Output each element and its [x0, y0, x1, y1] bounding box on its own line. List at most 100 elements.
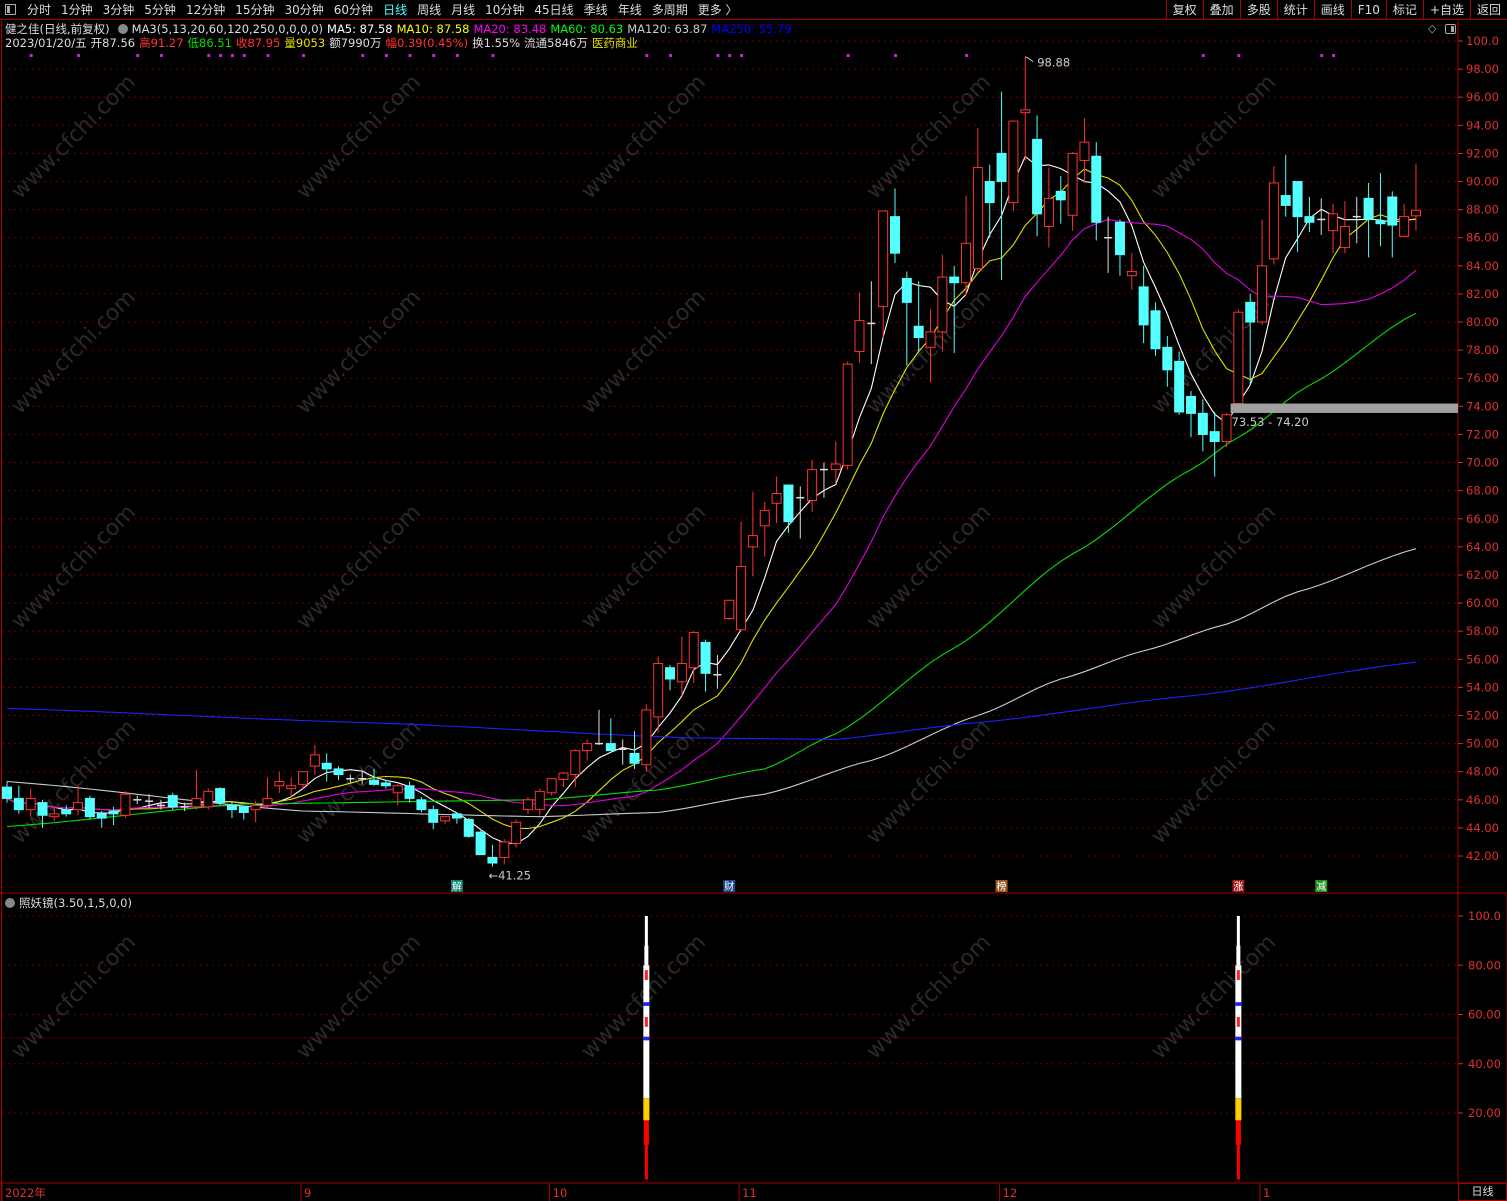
ma10-line [6, 168, 1417, 830]
candle-body [1067, 152, 1078, 216]
candle-body [641, 709, 652, 766]
y-tick-label: 96.00 [1466, 90, 1499, 104]
event-marker-label[interactable]: 减 [1316, 881, 1326, 893]
candle [1233, 309, 1244, 405]
candle [796, 486, 805, 539]
tab-period-2[interactable]: 3分钟 [102, 2, 135, 17]
signal-dot [645, 54, 649, 57]
watermark-text: www.cfchi.com [862, 715, 996, 849]
candle-body [961, 242, 972, 284]
quote-field-3: 低86.51 [187, 36, 232, 50]
y-tick-label: 94.00 [1466, 118, 1499, 132]
candle-body [1138, 286, 1149, 326]
event-marker-label[interactable]: 财 [724, 880, 734, 893]
candle [1008, 120, 1019, 212]
signal-dot [384, 54, 388, 57]
tab-period-0[interactable]: 分时 [27, 2, 52, 17]
tab-period-9[interactable]: 周线 [417, 2, 442, 17]
tab-period-16[interactable]: 更多 〉 [697, 2, 738, 17]
tab-period-10[interactable]: 月线 [451, 2, 476, 17]
period-toolbar: 分时 1分钟 3分钟 5分钟 12分钟 15分钟 30分钟 60分钟 日线 周线 月线 10分钟 45日… [0, 0, 1507, 20]
candle [96, 811, 107, 828]
indicator-bar-segment [1235, 1120, 1241, 1146]
candle-body [13, 797, 24, 811]
indicator-bar-segment [644, 916, 648, 946]
candle [867, 281, 876, 365]
candle-body [1328, 213, 1339, 232]
tab-period-12[interactable]: 45日线 [534, 2, 574, 17]
signal-dot [302, 54, 305, 57]
signal-dot [77, 54, 81, 57]
toolbar-button-6[interactable]: 标记 [1385, 0, 1423, 20]
diamond-icon[interactable]: ◇ [1428, 22, 1437, 35]
tab-period-4[interactable]: 12分钟 [185, 2, 226, 17]
toolbar-button-1[interactable]: 叠加 [1202, 0, 1240, 20]
period-indicator[interactable]: 日线 [1458, 1183, 1507, 1201]
candle [1126, 253, 1137, 290]
indicator-bar-segment [644, 1016, 648, 1027]
settings-circle-icon[interactable] [117, 24, 128, 34]
candle [1209, 411, 1220, 477]
sidebar-toggle-icon[interactable] [5, 4, 16, 15]
event-marker-label[interactable]: 解 [452, 880, 462, 893]
candle-body [1221, 414, 1232, 442]
candle-body [1079, 141, 1090, 161]
quote-field-9: 流通5846万 [524, 36, 588, 50]
tab-period-1[interactable]: 1分钟 [61, 2, 93, 17]
candle-body [61, 809, 72, 815]
candle [1114, 219, 1125, 276]
y-tick-label: 90.00 [1466, 175, 1499, 189]
period-tabs: 分时 1分钟 3分钟 5分钟 12分钟 15分钟 30分钟 60分钟 日线 周线 月线 10分钟 45日… [22, 0, 743, 20]
candle-body [451, 813, 462, 819]
event-marker-label[interactable]: 榜 [997, 880, 1007, 893]
watermark-text: www.cfchi.com [1147, 930, 1281, 1064]
signal-dot [965, 54, 969, 57]
panel-toggle-icon[interactable] [1445, 24, 1456, 34]
tab-period-14[interactable]: 年线 [617, 2, 642, 17]
candle-body [984, 181, 995, 204]
tab-period-15[interactable]: 多周期 [651, 2, 688, 17]
candle-body [1150, 310, 1161, 350]
y-tick-label: 88.00 [1466, 203, 1499, 217]
candle-body [665, 667, 676, 680]
toolbar-button-7[interactable]: +自选 [1422, 0, 1470, 20]
candle-body [380, 782, 391, 787]
tab-period-6[interactable]: 30分钟 [284, 2, 324, 17]
tab-period-8[interactable]: 日线 [383, 2, 408, 17]
candle [84, 795, 95, 820]
toolbar-button-2[interactable]: 多股 [1239, 0, 1277, 20]
toolbar-button-5[interactable]: F10 [1350, 0, 1386, 20]
quote-line: 2023/01/20/五 开87.56 高91.27 低86.51 收87.95 量905… [5, 36, 642, 50]
y-tick-label: 64.00 [1466, 540, 1499, 554]
toolbar-button-3[interactable]: 统计 [1276, 0, 1314, 20]
event-marker-label[interactable]: 涨 [1233, 881, 1243, 893]
candle-body [511, 821, 522, 844]
stock-name[interactable]: 健之佳(日线,前复权) [5, 22, 110, 36]
candle [1186, 390, 1196, 438]
candle [1292, 181, 1303, 252]
toolbar-button-8[interactable]: 返回 [1469, 0, 1507, 20]
candle [37, 799, 48, 828]
toolbar-button-4[interactable]: 画线 [1313, 0, 1351, 20]
indicator-axis-box [1457, 892, 1507, 1184]
tab-period-13[interactable]: 季线 [583, 2, 608, 17]
candle [180, 802, 189, 812]
tab-period-7[interactable]: 60分钟 [333, 2, 374, 17]
tab-period-5[interactable]: 15分钟 [235, 2, 275, 17]
watermark-text: www.cfchi.com [7, 715, 141, 849]
toolbar-button-0[interactable]: 复权 [1165, 0, 1203, 20]
event-marker [1315, 880, 1328, 892]
tab-period-11[interactable]: 10分钟 [485, 2, 525, 17]
tab-period-3[interactable]: 5分钟 [144, 2, 176, 17]
candle [1317, 198, 1326, 235]
date-label: 12 [1003, 1186, 1018, 1200]
indicator-title[interactable]: 照妖镜(3.50,1,5,0,0) [5, 895, 132, 911]
y-tick-label: 44.00 [1466, 821, 1499, 835]
y-tick-label: 48.00 [1466, 765, 1499, 779]
candle-body [724, 599, 735, 620]
indicator-menu-icon[interactable] [5, 898, 15, 908]
candle-body [1126, 270, 1137, 277]
candle-body [84, 797, 95, 818]
indicator-tick-label: 100.0 [1468, 909, 1501, 923]
